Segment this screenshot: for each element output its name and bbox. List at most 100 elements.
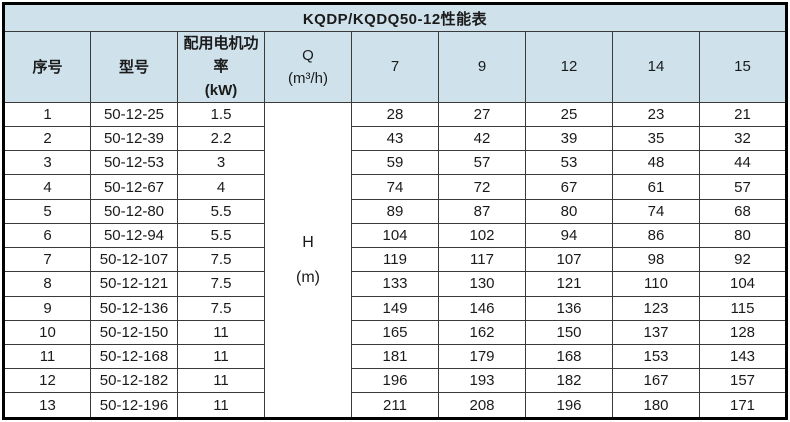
serial-cell: 4: [3, 174, 91, 200]
head-value-cell: 59: [351, 150, 439, 176]
head-value-cell: 67: [525, 174, 613, 200]
head-value-cell: 44: [699, 150, 787, 176]
table-row: 6 50-12-94 5.5 104 102 94 86 80: [3, 222, 787, 249]
head-value-cell: 196: [525, 392, 613, 419]
col-header-model: 型号: [90, 31, 178, 103]
serial-cell: 10: [3, 319, 91, 345]
head-value-cell: 162: [438, 319, 526, 345]
power-cell: 11: [177, 368, 265, 394]
head-value-cell: 153: [612, 343, 700, 370]
head-value-cell: 89: [351, 198, 439, 224]
head-value-cell: 130: [438, 271, 526, 297]
table-row: 9 50-12-136 7.5 149 146 136 123 115: [3, 295, 787, 321]
power-cell: 4: [177, 174, 265, 200]
model-cell: 50-12-150: [90, 319, 178, 345]
model-cell: 50-12-107: [90, 247, 178, 273]
table-head: KQDP/KQDQ50-12性能表 序号 型号 配用电机功率 (kW) Q (m…: [3, 3, 787, 103]
power-cell: 2.2: [177, 125, 265, 152]
head-value-cell: 121: [525, 271, 613, 297]
motor-power-unit: (kW): [204, 81, 238, 99]
head-value-cell: 74: [351, 174, 439, 200]
col-header-flow-7: 7: [351, 31, 439, 103]
head-value-cell: 98: [612, 247, 700, 273]
head-value-cell: 32: [699, 125, 787, 152]
model-cell: 50-12-196: [90, 392, 178, 419]
table-row: 2 50-12-39 2.2 43 42 39 35 32: [3, 125, 787, 152]
head-value-cell: 23: [612, 101, 700, 127]
model-cell: 50-12-80: [90, 198, 178, 224]
serial-cell: 1: [3, 101, 91, 127]
head-value-cell: 196: [351, 368, 439, 394]
head-value-cell: 179: [438, 343, 526, 370]
table-row: 11 50-12-168 11 181 179 168 153 143: [3, 343, 787, 370]
serial-cell: 11: [3, 343, 91, 370]
model-cell: 50-12-53: [90, 150, 178, 176]
head-value-cell: 53: [525, 150, 613, 176]
head-value-cell: 133: [351, 271, 439, 297]
head-value-cell: 107: [525, 247, 613, 273]
power-cell: 5.5: [177, 222, 265, 249]
model-cell: 50-12-121: [90, 271, 178, 297]
head-value-cell: 182: [525, 368, 613, 394]
col-header-flow-q: Q (m³/h): [264, 31, 352, 103]
head-value-cell: 110: [612, 271, 700, 297]
head-value-cell: 115: [699, 295, 787, 321]
header-row: 序号 型号 配用电机功率 (kW) Q (m³/h) 7 9 12 14 15: [3, 31, 787, 103]
motor-power-label: 配用电机功率: [183, 35, 259, 76]
head-value-cell: 61: [612, 174, 700, 200]
head-value-cell: 137: [612, 319, 700, 345]
serial-cell: 6: [3, 222, 91, 249]
head-value-cell: 27: [438, 101, 526, 127]
head-value-cell: 74: [612, 198, 700, 224]
head-value-cell: 146: [438, 295, 526, 321]
head-column-merged-cell: H (m): [264, 101, 352, 420]
head-value-cell: 123: [612, 295, 700, 321]
head-value-cell: 80: [699, 222, 787, 249]
flow-q-unit: (m³/h): [288, 69, 328, 87]
head-value-cell: 92: [699, 247, 787, 273]
power-cell: 11: [177, 319, 265, 345]
table-body: 1 50-12-25 1.5 H (m) 28 27 25 23 21 2 50-12-39 2.2 43…: [3, 101, 787, 420]
head-value-cell: 180: [612, 392, 700, 419]
head-value-cell: 57: [699, 174, 787, 200]
serial-cell: 3: [3, 150, 91, 176]
model-cell: 50-12-25: [90, 101, 178, 127]
head-value-cell: 128: [699, 319, 787, 345]
model-cell: 50-12-182: [90, 368, 178, 394]
head-value-cell: 68: [699, 198, 787, 224]
table-row: 8 50-12-121 7.5 133 130 121 110 104: [3, 271, 787, 297]
head-value-cell: 57: [438, 150, 526, 176]
head-value-cell: 150: [525, 319, 613, 345]
table-row: 5 50-12-80 5.5 89 87 80 74 68: [3, 198, 787, 224]
power-cell: 7.5: [177, 271, 265, 297]
col-header-flow-15: 15: [699, 31, 787, 103]
title-row: KQDP/KQDQ50-12性能表: [3, 3, 787, 32]
model-cell: 50-12-67: [90, 174, 178, 200]
table-row: 4 50-12-67 4 74 72 67 61 57: [3, 174, 787, 200]
serial-cell: 8: [3, 271, 91, 297]
model-cell: 50-12-136: [90, 295, 178, 321]
table-row: 1 50-12-25 1.5 H (m) 28 27 25 23 21: [3, 101, 787, 420]
table-row: 3 50-12-53 3 59 57 53 48 44: [3, 150, 787, 176]
head-value-cell: 181: [351, 343, 439, 370]
head-value-cell: 143: [699, 343, 787, 370]
head-value-cell: 39: [525, 125, 613, 152]
model-cell: 50-12-39: [90, 125, 178, 152]
head-value-cell: 102: [438, 222, 526, 249]
power-cell: 1.5: [177, 101, 265, 127]
head-value-cell: 28: [351, 101, 439, 127]
power-cell: 11: [177, 392, 265, 419]
serial-cell: 12: [3, 368, 91, 394]
serial-cell: 7: [3, 247, 91, 273]
serial-cell: 2: [3, 125, 91, 152]
head-value-cell: 165: [351, 319, 439, 345]
head-label: H: [302, 233, 314, 251]
head-value-cell: 167: [612, 368, 700, 394]
head-value-cell: 117: [438, 247, 526, 273]
head-value-cell: 21: [699, 101, 787, 127]
head-unit: (m): [296, 268, 320, 286]
serial-cell: 9: [3, 295, 91, 321]
head-value-cell: 157: [699, 368, 787, 394]
table-row: 10 50-12-150 11 165 162 150 137 128: [3, 319, 787, 345]
